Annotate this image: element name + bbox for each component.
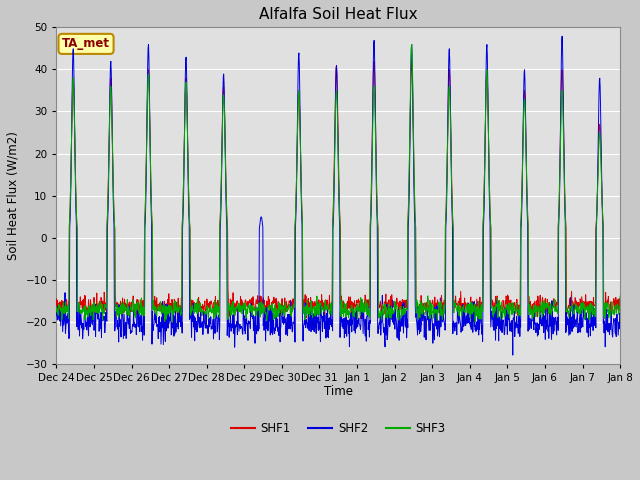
- SHF1: [164, 307, 172, 313]
- SHF3: [550, 301, 557, 307]
- Text: TA_met: TA_met: [62, 37, 110, 50]
- SHF2: [164, 325, 172, 331]
- SHF2: [550, 315, 557, 321]
- SHF3: [168, 319, 176, 325]
- Line: SHF1: SHF1: [56, 61, 620, 318]
- SHF3: [179, 223, 186, 229]
- SHF2: [241, 316, 249, 322]
- SHF1: [500, 308, 508, 313]
- SHF1: [52, 296, 60, 301]
- Title: Alfalfa Soil Heat Flux: Alfalfa Soil Heat Flux: [259, 7, 417, 22]
- SHF3: [408, 42, 415, 48]
- Legend: SHF1, SHF2, SHF3: SHF1, SHF2, SHF3: [227, 417, 451, 440]
- Y-axis label: Soil Heat Flux (W/m2): Soil Heat Flux (W/m2): [7, 132, 20, 260]
- SHF1: [616, 300, 624, 306]
- SHF3: [164, 308, 172, 313]
- X-axis label: Time: Time: [324, 384, 353, 397]
- SHF3: [52, 304, 60, 310]
- SHF3: [427, 304, 435, 310]
- SHF2: [500, 317, 508, 323]
- SHF2: [52, 312, 60, 318]
- SHF2: [616, 311, 624, 317]
- SHF3: [241, 300, 249, 306]
- Line: SHF3: SHF3: [56, 45, 620, 322]
- SHF1: [371, 59, 378, 64]
- SHF1: [178, 309, 186, 315]
- SHF1: [550, 303, 557, 309]
- SHF2: [178, 320, 186, 325]
- SHF1: [241, 301, 249, 307]
- SHF3: [616, 293, 624, 299]
- SHF3: [500, 306, 508, 312]
- SHF1: [427, 302, 435, 308]
- Line: SHF2: SHF2: [56, 36, 620, 355]
- SHF1: [356, 315, 364, 321]
- SHF2: [558, 33, 566, 39]
- SHF2: [426, 308, 433, 313]
- SHF2: [509, 352, 516, 358]
